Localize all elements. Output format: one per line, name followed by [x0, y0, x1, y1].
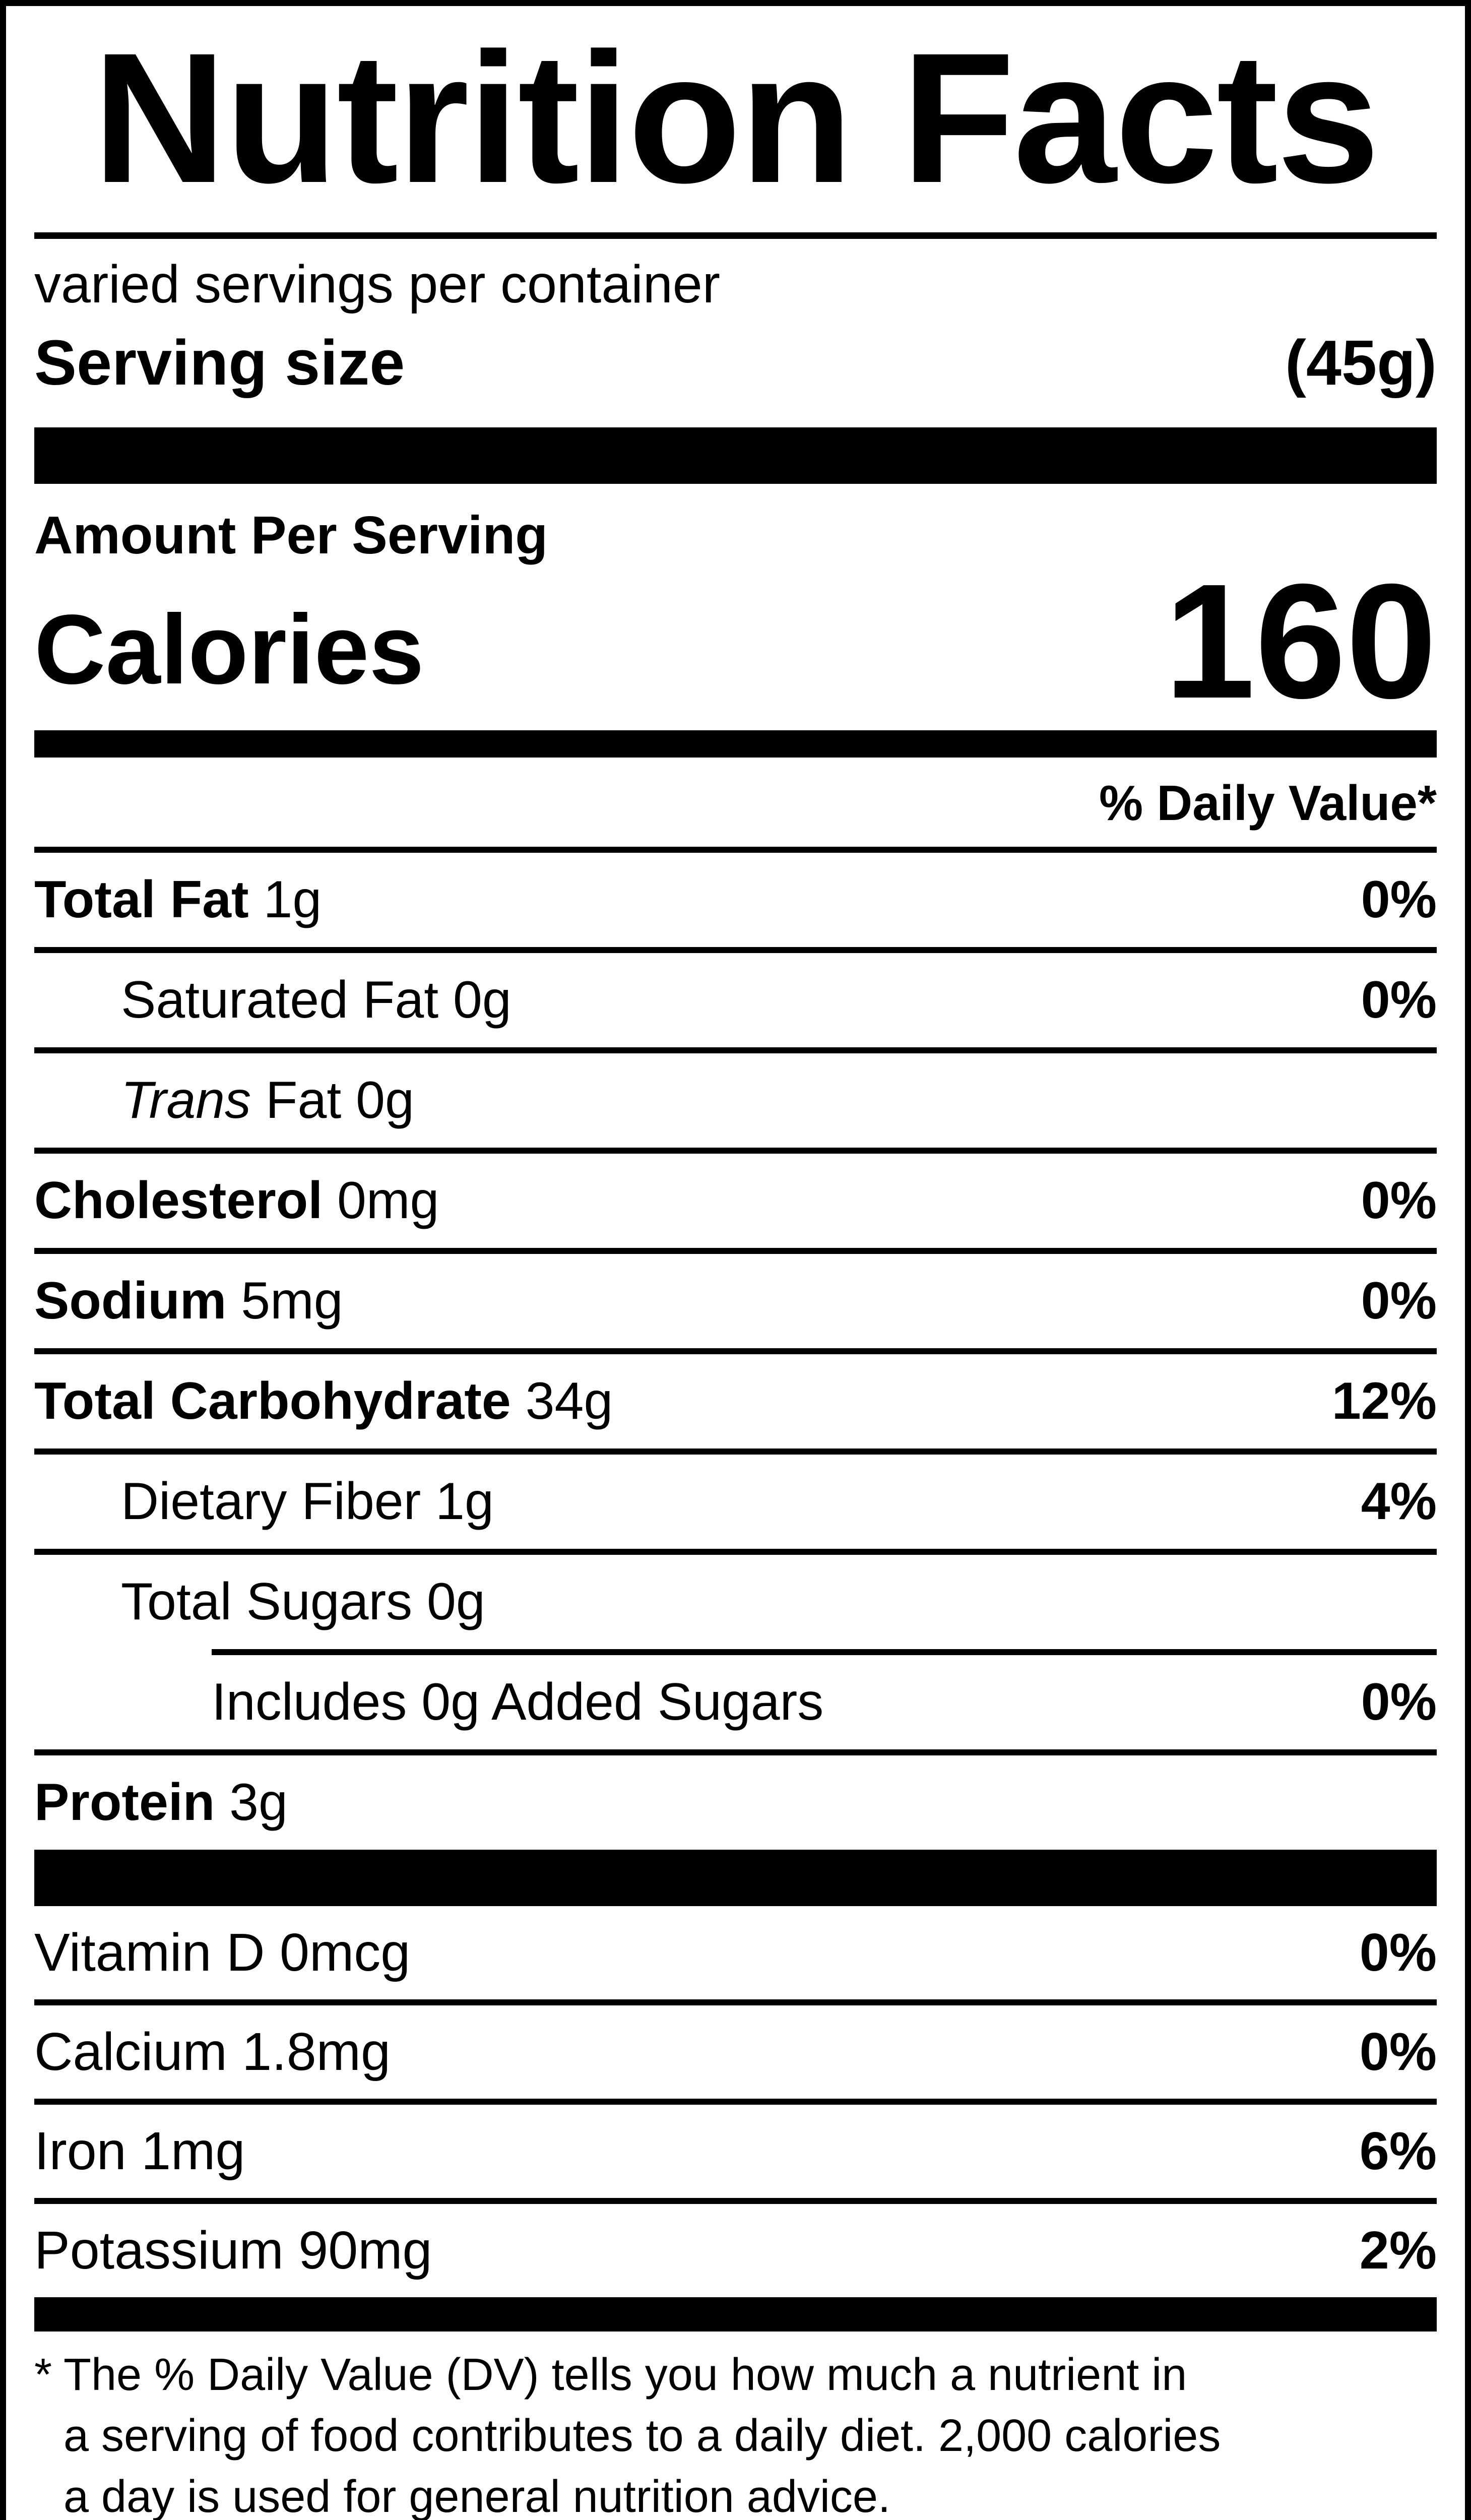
serving-size-label: Serving size	[34, 327, 405, 399]
title-divider	[34, 232, 1437, 239]
calories-label: Calories	[34, 594, 424, 705]
dv-calcium: 0%	[1359, 2022, 1437, 2082]
footnote-line-3: a day is used for general nutrition advi…	[63, 2471, 890, 2520]
footnote-line-1: The % Daily Value (DV) tells you how muc…	[63, 2350, 1187, 2401]
daily-value-header: % Daily Value*	[1099, 775, 1437, 831]
vitamin-row-calcium: Calcium 1.8mg 0%	[34, 1999, 1437, 2099]
serving-size-row: Serving size (45g)	[34, 315, 1437, 427]
section-bar-top	[34, 427, 1437, 484]
vitamin-row-potassium: Potassium 90mg 2%	[34, 2198, 1437, 2297]
nutrient-row-sodium: Sodium 5mg 0%	[34, 1248, 1437, 1348]
serving-size-value: (45g)	[1285, 327, 1437, 399]
dv-total-carbohydrate: 12%	[1331, 1372, 1437, 1431]
nutrient-row-protein: Protein 3g	[34, 1749, 1437, 1850]
servings-per-container: varied servings per container	[34, 255, 721, 314]
section-bar-footnote	[34, 2297, 1437, 2332]
vitamin-row-iron: Iron 1mg 6%	[34, 2099, 1437, 2198]
footnote-asterisk: *	[34, 2350, 52, 2401]
dv-total-fat: 0%	[1361, 870, 1437, 929]
nutrient-row-dietary-fiber: Dietary Fiber 1g 4%	[34, 1448, 1437, 1549]
calories-row: Calories 160	[34, 550, 1437, 733]
daily-value-footnote: * The % Daily Value (DV) tells you how mu…	[34, 2332, 1437, 2520]
dv-potassium: 2%	[1359, 2221, 1437, 2281]
nutrient-row-added-sugars: Includes 0g Added Sugars 0%	[212, 1649, 1437, 1749]
dv-saturated-fat: 0%	[1361, 971, 1437, 1030]
calories-value: 160	[1164, 550, 1437, 733]
vitamin-row-vitamin-d: Vitamin D 0mcg 0%	[34, 1923, 1437, 1983]
dv-iron: 6%	[1359, 2121, 1437, 2181]
nutrient-row-total-sugars: Total Sugars 0g	[34, 1549, 1437, 1649]
dv-sodium: 0%	[1361, 1272, 1437, 1331]
nutrient-row-trans-fat: Trans Fat 0g	[34, 1047, 1437, 1148]
amount-per-serving-label: Amount Per Serving	[34, 506, 548, 565]
nutrient-row-total-carbohydrate: Total Carbohydrate 34g 12%	[34, 1348, 1437, 1448]
nutrient-row-saturated-fat: Saturated Fat 0g 0%	[34, 947, 1437, 1047]
dv-cholesterol: 0%	[1361, 1171, 1437, 1230]
dv-dietary-fiber: 4%	[1361, 1472, 1437, 1531]
dv-vitamin-d: 0%	[1359, 1923, 1437, 1983]
dv-added-sugars: 0%	[1361, 1673, 1437, 1732]
section-bar-calories	[34, 730, 1437, 758]
footnote-line-2: a serving of food contributes to a daily…	[63, 2411, 1221, 2462]
section-bar-vitamins	[34, 1850, 1437, 1907]
label-title: Nutrition Facts	[92, 14, 1380, 221]
nutrient-row-total-fat: Total Fat 1g 0%	[34, 847, 1437, 947]
nutrient-row-cholesterol: Cholesterol 0mg 0%	[34, 1148, 1437, 1248]
